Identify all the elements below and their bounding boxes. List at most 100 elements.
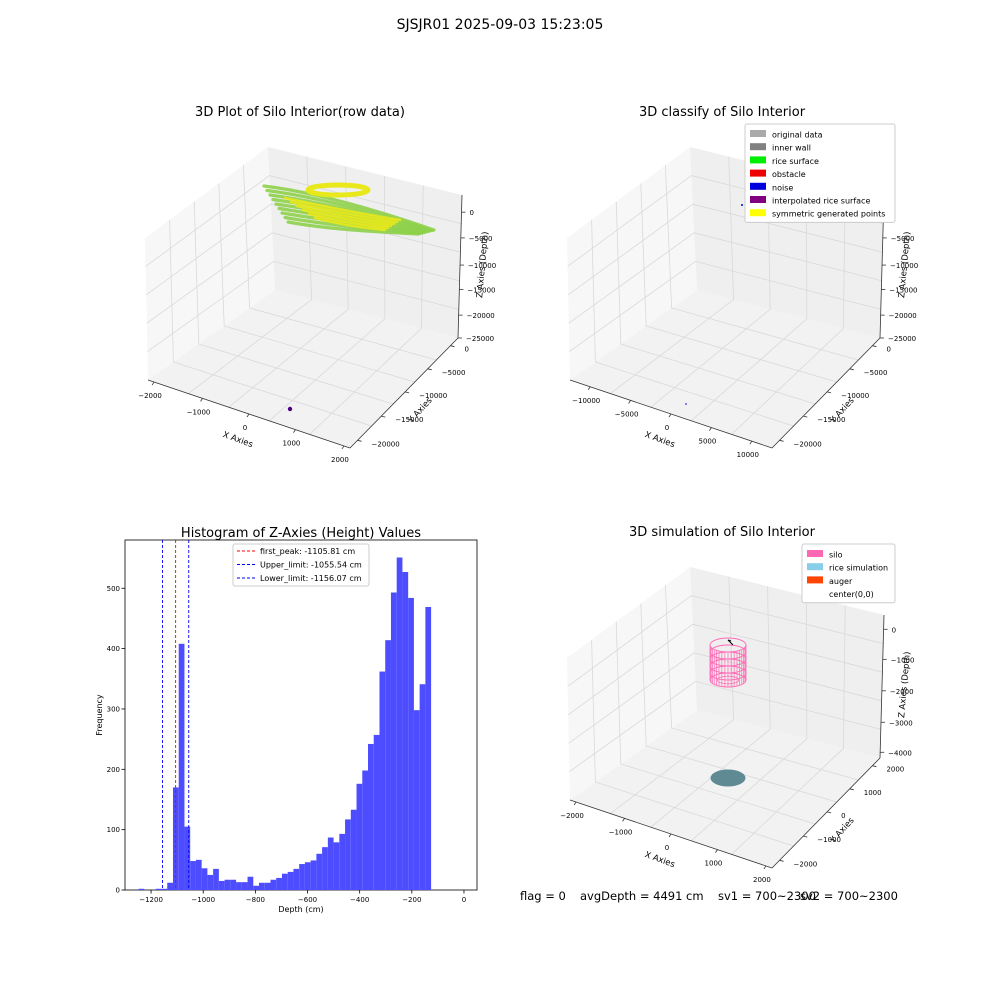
x-tick bbox=[200, 398, 203, 402]
legend-frame bbox=[232, 543, 370, 587]
x-tick bbox=[587, 386, 591, 391]
y-tick-label: −5000 bbox=[442, 369, 466, 377]
y-tick-label: −15000 bbox=[395, 416, 423, 424]
rice-band-yellow bbox=[307, 212, 390, 230]
legend-label: auger bbox=[829, 577, 853, 586]
histogram-bar bbox=[167, 882, 173, 890]
histogram-bar bbox=[287, 871, 294, 890]
axes3d-1: −2000−10000100020000−5000−10000−15000−20… bbox=[138, 105, 496, 464]
back-pane bbox=[690, 567, 884, 758]
figure-title: SJSJR01 2025-09-03 15:23:05 bbox=[396, 17, 604, 33]
y-tick bbox=[381, 415, 386, 418]
sv2-readout: sv2 = 700~2300 bbox=[800, 889, 898, 903]
x-tick bbox=[763, 865, 767, 870]
legend-swatch bbox=[807, 563, 823, 571]
x-tick bbox=[622, 818, 625, 822]
rice-simulation-disc bbox=[710, 769, 746, 787]
histogram-bar bbox=[425, 606, 432, 890]
x-tick-label: 0 bbox=[243, 424, 247, 432]
gridline bbox=[610, 576, 735, 814]
histogram-bar bbox=[390, 592, 397, 890]
gridline bbox=[591, 639, 794, 847]
rice-band-yellow bbox=[305, 182, 371, 198]
y-axis-line bbox=[349, 337, 459, 449]
histogram-bar bbox=[281, 873, 288, 890]
y-axis-label: Y Axies bbox=[828, 815, 857, 846]
rice-band-green bbox=[262, 184, 436, 232]
histogram-bar bbox=[172, 787, 179, 890]
gridline bbox=[665, 165, 859, 361]
histogram-bar bbox=[396, 557, 403, 890]
x-axis-label: X Axies bbox=[221, 430, 254, 450]
gridline bbox=[568, 652, 882, 744]
legend-label: interpolated rice surface bbox=[772, 197, 870, 206]
gridline bbox=[569, 260, 881, 352]
y-axis-label: Frequency bbox=[95, 694, 104, 736]
subplot-title: 3D simulation of Silo Interior bbox=[629, 525, 816, 540]
x-axis-label: X Axies bbox=[643, 850, 676, 870]
y-tick bbox=[826, 811, 832, 814]
histogram-bar bbox=[236, 882, 242, 890]
histogram-bar bbox=[345, 819, 351, 890]
x-tick-label: 10000 bbox=[737, 451, 759, 459]
histogram-bar bbox=[299, 864, 305, 890]
y-tick bbox=[849, 368, 854, 371]
z-tick-label: −2000 bbox=[890, 688, 914, 696]
simulation-legend: silo rice simulation auger center(0,0) bbox=[801, 543, 896, 604]
x-tick-label: −600 bbox=[298, 896, 317, 904]
center-marker bbox=[727, 639, 734, 646]
center-marker bbox=[727, 639, 732, 642]
silo-simulation bbox=[709, 637, 747, 787]
histogram-bar bbox=[362, 770, 369, 890]
gridline bbox=[615, 201, 816, 405]
histogram-bar bbox=[230, 879, 237, 890]
x-tick-label: 2000 bbox=[753, 876, 771, 884]
avg-depth-readout: avgDepth = 4491 cm bbox=[580, 889, 704, 903]
x-tick-label: −5000 bbox=[615, 410, 639, 418]
y-tick-label: −10000 bbox=[841, 392, 869, 400]
y-tick-label: 0 bbox=[886, 346, 890, 354]
z-axis-line bbox=[879, 614, 885, 759]
histogram-bar bbox=[316, 853, 323, 890]
subplot-title: Histogram of Z-Axies (Height) Values bbox=[181, 526, 421, 541]
histogram-bar bbox=[350, 809, 357, 890]
z-tick-label: −10000 bbox=[468, 262, 496, 270]
gridline bbox=[665, 585, 859, 781]
floor-pane bbox=[570, 710, 880, 868]
gridline bbox=[567, 595, 884, 687]
x-tick-label: −2000 bbox=[560, 812, 584, 820]
gridline bbox=[731, 605, 846, 855]
y-tick-label: −20000 bbox=[794, 440, 822, 448]
y-tick-label: −2000 bbox=[794, 860, 818, 868]
gridline bbox=[650, 586, 771, 828]
x-tick-label: −10000 bbox=[572, 397, 600, 405]
histogram-bar bbox=[304, 862, 311, 890]
y-tick-label: 200 bbox=[107, 766, 120, 774]
histogram-bar bbox=[385, 640, 391, 890]
legend-swatch bbox=[750, 196, 766, 203]
y-tick-label: 2000 bbox=[886, 766, 904, 774]
y-tick bbox=[803, 415, 808, 418]
y-tick-label: 500 bbox=[107, 585, 120, 593]
y-tick bbox=[849, 788, 854, 791]
x-tick-label: 0 bbox=[665, 424, 669, 432]
histogram-bar bbox=[408, 597, 414, 890]
legend-swatch bbox=[807, 576, 823, 584]
histogram-bar bbox=[310, 860, 317, 890]
legend-label: rice simulation bbox=[829, 564, 888, 573]
x-tick bbox=[749, 440, 753, 445]
z-tick-label: −1000 bbox=[891, 656, 915, 664]
y-tick-label: −10000 bbox=[419, 392, 447, 400]
y-tick-label: 1000 bbox=[864, 789, 882, 797]
x-tick bbox=[668, 833, 672, 838]
gridline bbox=[690, 175, 808, 422]
rice-band-yellow bbox=[313, 216, 387, 232]
histogram-bar bbox=[224, 879, 231, 890]
histogram-bar bbox=[207, 874, 214, 890]
noise-point bbox=[741, 204, 743, 206]
legend-label: inner wall bbox=[772, 144, 811, 153]
x-axis-label: Depth (cm) bbox=[278, 905, 323, 914]
gridline bbox=[690, 595, 808, 842]
histogram-bar bbox=[419, 684, 426, 890]
z-tick-label: 0 bbox=[892, 626, 896, 634]
